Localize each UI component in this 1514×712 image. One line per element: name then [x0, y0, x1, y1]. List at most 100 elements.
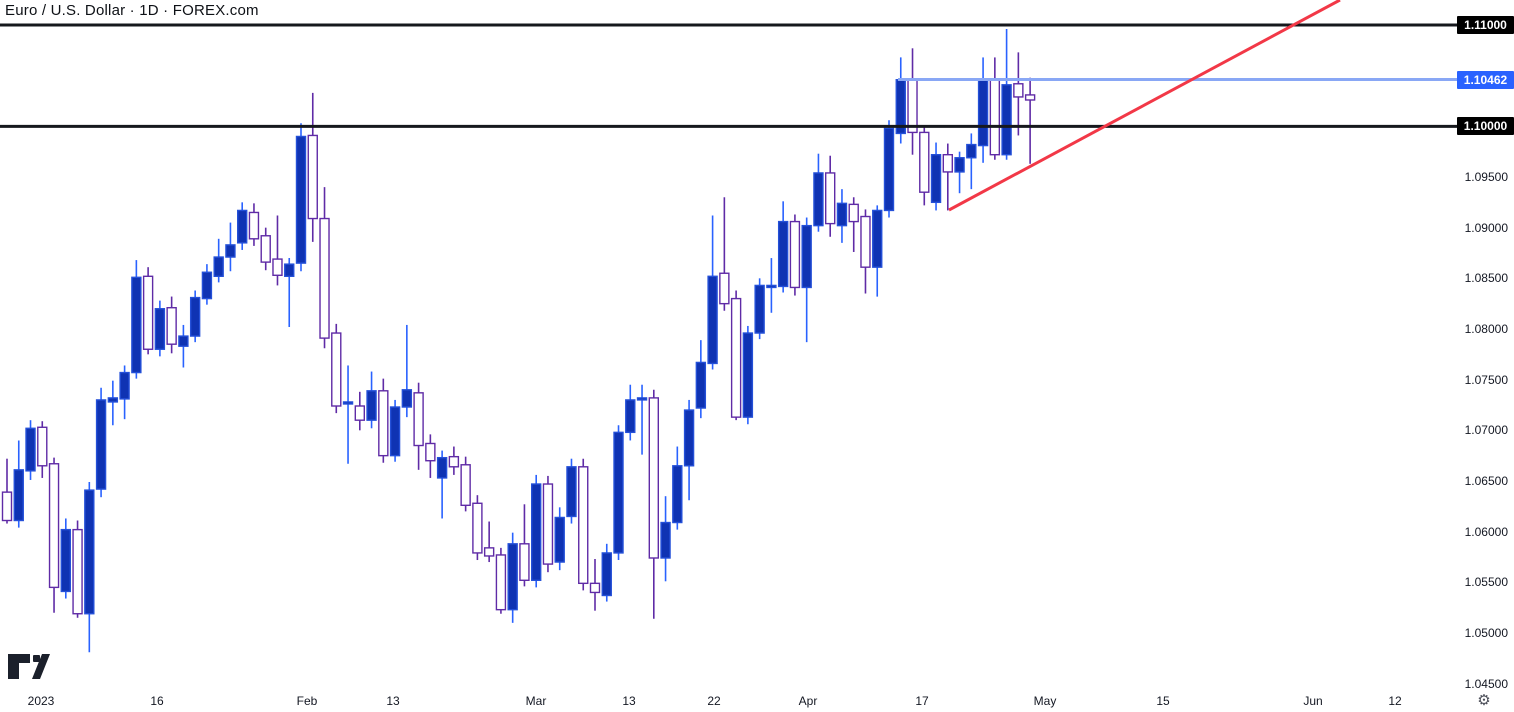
candle-body [554, 516, 565, 563]
trendline[interactable] [948, 0, 1341, 212]
time-tick-label: 12 [1388, 694, 1402, 708]
candle-body [930, 154, 942, 204]
candle-body [178, 335, 189, 347]
time-tick-label: 13 [386, 694, 400, 708]
time-tick-label: Apr [798, 694, 818, 708]
time-tick-label: 17 [915, 694, 929, 708]
candle-body [225, 244, 236, 258]
time-tick-label: Feb [296, 694, 318, 708]
candle-body [848, 203, 859, 223]
candle-body [942, 154, 953, 173]
tv-logo-dot [33, 655, 40, 662]
candle-body [695, 361, 707, 409]
candle-body [378, 390, 389, 457]
candle-body [331, 332, 342, 407]
candle-body [48, 463, 60, 589]
candle-body [495, 554, 507, 611]
candle-body [154, 308, 166, 350]
time-axis[interactable]: 2023 16 Feb 13 Mar 13 22 Apr 17 May 15 Jun 12 ⚙ [0, 688, 1514, 712]
candle-body [883, 127, 895, 212]
time-tick-label: 2023 [27, 694, 55, 708]
candle-body [719, 272, 730, 305]
candle-body [542, 483, 554, 565]
candle-body [284, 263, 295, 277]
candle-body [25, 427, 36, 472]
candle-body [213, 256, 224, 277]
candle-body [813, 172, 824, 227]
candle-body [566, 466, 577, 518]
candle-body [966, 143, 977, 159]
candle-body [236, 209, 248, 244]
candle-body [472, 502, 483, 554]
candle-body [248, 211, 260, 240]
candle-body [825, 172, 836, 225]
candle-body [919, 131, 930, 193]
time-tick-label: 16 [150, 694, 164, 708]
candle-body [295, 135, 307, 264]
tradingview-logo[interactable] [8, 652, 50, 682]
candle-body [366, 390, 377, 421]
time-tick-label: Jun [1303, 694, 1323, 708]
candle-body [483, 547, 495, 557]
candle-body [448, 455, 460, 468]
candle-body [389, 406, 401, 457]
candle-body [707, 275, 718, 365]
candle-body [801, 224, 812, 289]
time-tick-label: Mar [525, 694, 547, 708]
candle-body [37, 426, 48, 467]
candle-body [954, 157, 965, 173]
candle-body [342, 401, 354, 405]
candle-body [507, 543, 518, 611]
candle-body [1001, 84, 1012, 156]
candle-body [307, 134, 318, 220]
candle-body [260, 235, 271, 263]
candle-body [131, 276, 142, 374]
axis-settings-gear-button[interactable]: ⚙ [1473, 690, 1495, 710]
time-tick-label: 15 [1156, 694, 1170, 708]
candle-body [589, 582, 601, 594]
candle-body [578, 466, 589, 585]
candle-body [95, 399, 107, 490]
candle-body [613, 431, 624, 554]
candle-body [201, 271, 213, 300]
candle-body [425, 442, 436, 462]
candle-body [625, 399, 636, 434]
candle-body [189, 296, 201, 337]
candle-body [460, 464, 471, 507]
candle-body [860, 215, 871, 268]
time-tick-label: 13 [622, 694, 636, 708]
candle-body [531, 483, 542, 581]
candle-body [730, 297, 742, 418]
candle-body [789, 220, 801, 289]
candle-body [977, 78, 989, 147]
candle-body [907, 79, 918, 134]
candle-body [107, 397, 119, 403]
candle-body [60, 528, 71, 593]
candle-body [436, 456, 448, 479]
candle-body [672, 465, 683, 524]
symbol-legend[interactable]: Euro / U.S. Dollar · 1D · FOREX.com [5, 2, 259, 19]
candle-body [636, 397, 648, 401]
candle-body [742, 332, 754, 418]
time-tick-label: 22 [707, 694, 721, 708]
candle-body [119, 371, 130, 400]
candle-body [413, 392, 424, 447]
candle-body [84, 489, 95, 615]
tv-logo-t-shape [8, 654, 30, 679]
candle-body [648, 397, 659, 559]
candle-body [72, 528, 83, 615]
candle-body [166, 307, 177, 345]
candle-body [872, 209, 883, 268]
candle-body [836, 202, 848, 227]
tv-logo-slash [32, 654, 50, 679]
candle-body [319, 217, 330, 339]
candle-body [142, 275, 154, 350]
candle-body [13, 469, 24, 522]
candle-body [766, 284, 777, 289]
candle-body [660, 521, 671, 559]
candle-body [519, 543, 530, 581]
candle-body [401, 389, 413, 408]
candle-body [354, 405, 365, 421]
